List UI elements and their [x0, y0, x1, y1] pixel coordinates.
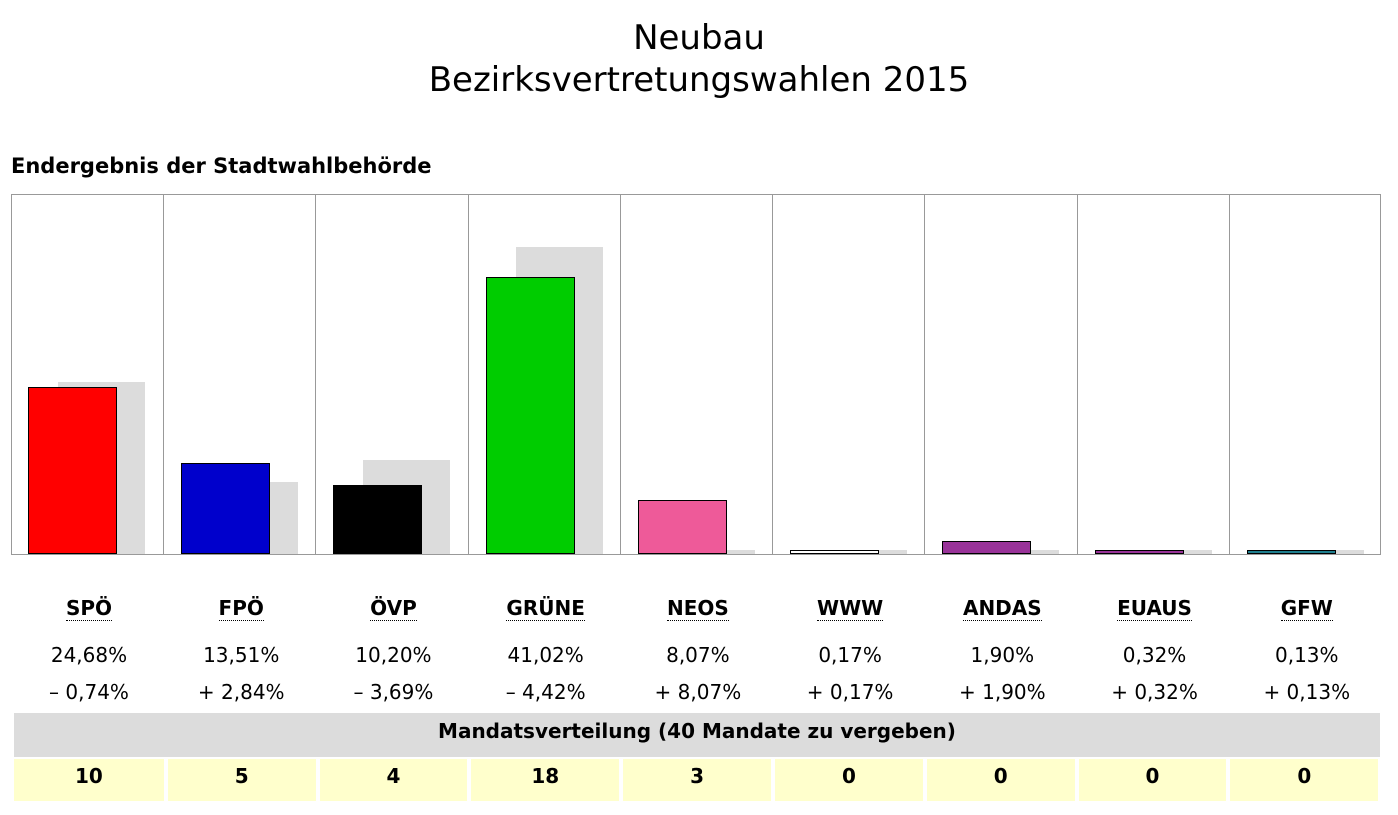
mandate-cell: 5	[167, 759, 316, 801]
mandate-cell: 0	[1078, 759, 1227, 801]
change-label: + 0,32%	[1111, 680, 1198, 704]
change-label: + 8,07%	[654, 680, 742, 704]
bar	[790, 550, 880, 554]
bar	[28, 387, 117, 554]
value-label: 24,68%	[50, 643, 128, 667]
column-GRÜNE	[467, 195, 621, 554]
value-label: 41,02%	[507, 643, 584, 667]
value-label: 10,20%	[355, 643, 432, 667]
mandate-cell: 0	[1230, 759, 1379, 801]
change-label: + 2,84%	[197, 680, 285, 704]
column-NEOS	[619, 195, 773, 554]
change-label: – 4,42%	[505, 680, 586, 704]
mandate-cell: 0	[926, 759, 1075, 801]
value-label: 0,17%	[818, 643, 882, 667]
party-label[interactable]: EUAUS	[1117, 596, 1192, 621]
mandate-cell: 0	[775, 759, 923, 801]
column-GFW	[1228, 195, 1382, 554]
mandate-header: Mandatsverteilung (40 Mandate zu vergebe…	[14, 713, 1380, 757]
party-label[interactable]: WWW	[817, 596, 884, 621]
chart-subtitle: Bezirksvertretungswahlen 2015	[428, 60, 970, 100]
change-label: + 0,17%	[806, 680, 894, 704]
value-label: 8,07%	[666, 643, 730, 667]
party-label[interactable]: SPÖ	[65, 596, 113, 621]
bar	[485, 277, 575, 554]
party-label[interactable]: FPÖ	[218, 596, 264, 621]
party-label[interactable]: ÖVP	[370, 596, 417, 621]
party-label[interactable]: NEOS	[666, 596, 729, 621]
party-label[interactable]: GFW	[1280, 596, 1333, 621]
section-heading: Endergebnis der Stadtwahlbehörde	[11, 154, 432, 178]
mandate-cell: 4	[319, 759, 468, 801]
bar	[942, 541, 1032, 554]
column-WWW	[772, 195, 925, 554]
chart-title: Neubau	[633, 18, 765, 58]
column-ÖVP	[315, 195, 468, 554]
column-FPÖ	[163, 195, 316, 554]
column-SPÖ	[11, 195, 163, 554]
value-label: 1,90%	[970, 643, 1035, 667]
column-EUAUS	[1076, 195, 1230, 554]
change-label: – 0,74%	[49, 680, 129, 704]
party-label[interactable]: ANDAS	[962, 596, 1042, 621]
bar	[637, 499, 727, 554]
bar	[1094, 550, 1184, 554]
bar	[181, 462, 271, 554]
mandate-cell: 18	[471, 759, 620, 801]
value-label: 13,51%	[203, 643, 280, 667]
value-label: 0,32%	[1122, 643, 1187, 667]
change-label: + 1,90%	[959, 680, 1046, 704]
mandate-cell: 3	[623, 759, 771, 801]
bar	[1246, 550, 1336, 554]
column-ANDAS	[924, 195, 1077, 554]
party-label[interactable]: GRÜNE	[506, 596, 585, 621]
mandate-cell: 10	[14, 759, 164, 801]
value-label: 0,13%	[1274, 643, 1339, 667]
change-label: + 0,13%	[1263, 680, 1351, 704]
bar	[333, 485, 423, 554]
bar-chart	[11, 194, 1381, 555]
change-label: – 3,69%	[353, 680, 434, 704]
